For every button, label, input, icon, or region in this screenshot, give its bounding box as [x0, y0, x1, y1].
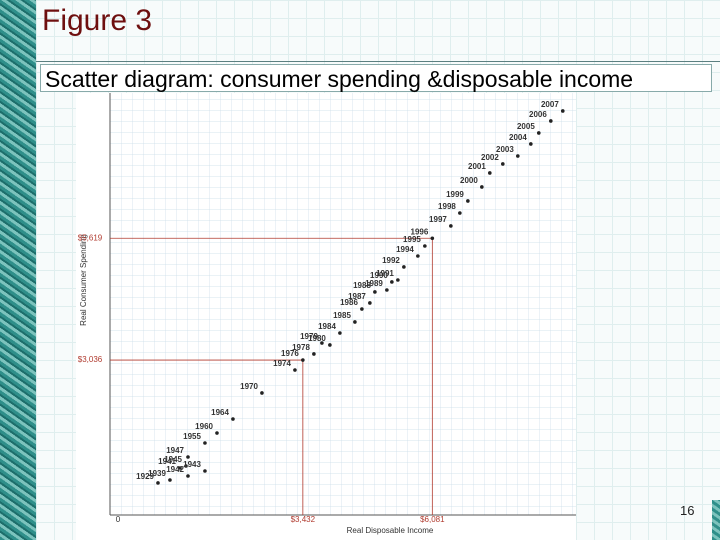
point	[203, 441, 207, 445]
y-axis-label: Real Consumer Spending	[79, 234, 88, 326]
point	[466, 199, 470, 203]
point-label: 1994	[396, 245, 414, 254]
point	[549, 119, 553, 123]
point	[178, 466, 182, 470]
point-label: 1942	[166, 465, 184, 474]
point	[231, 417, 235, 421]
point	[449, 224, 453, 228]
point-label: 1978	[292, 343, 310, 352]
origin-label: 0	[116, 515, 121, 524]
point	[416, 254, 420, 258]
slide-title: Figure 3	[42, 4, 153, 37]
point	[536, 131, 541, 135]
point	[293, 368, 297, 372]
point	[186, 455, 190, 459]
point-label: 1945	[164, 455, 182, 464]
point	[529, 142, 533, 146]
point	[458, 211, 462, 215]
point-label: 1955	[183, 432, 201, 441]
point	[168, 478, 172, 482]
point-label: 1970	[240, 382, 258, 391]
point	[402, 265, 406, 269]
point	[501, 162, 505, 166]
point-label: 2000	[460, 176, 478, 185]
point	[338, 331, 342, 335]
point-label: 2003	[496, 145, 514, 154]
point	[260, 391, 264, 395]
point	[373, 290, 377, 294]
reference-x-label: $6,081	[420, 515, 445, 524]
point	[215, 431, 219, 435]
point	[516, 154, 520, 158]
decor-strip	[712, 500, 720, 540]
point	[301, 358, 305, 362]
point	[396, 278, 400, 282]
point	[368, 301, 372, 305]
point-label: 1989	[365, 279, 383, 288]
point-label: 1988	[353, 281, 371, 290]
point-label: 1992	[382, 256, 400, 265]
point-label: 1990	[370, 271, 388, 280]
point-label: 1996	[411, 227, 429, 236]
slide-subtitle: Scatter diagram: consumer spending &disp…	[40, 64, 712, 92]
point-label: 1997	[429, 215, 447, 224]
point	[480, 185, 484, 189]
point-label: 1976	[281, 349, 299, 358]
point	[312, 352, 316, 356]
point-label: 1979	[300, 332, 318, 341]
x-axis-label: Real Disposable Income	[347, 526, 434, 535]
point	[186, 474, 190, 478]
point	[385, 288, 389, 292]
point	[360, 307, 364, 311]
reference-y-label: $3,036	[78, 355, 103, 364]
point-label: 1929	[136, 472, 154, 481]
point-label: 1960	[195, 422, 213, 431]
point	[203, 469, 207, 473]
point-label: 1964	[211, 408, 229, 417]
point-label: 1939	[148, 469, 166, 478]
point-label: 2001	[468, 162, 486, 171]
point-label: 1991	[376, 269, 394, 278]
point-label: 1941	[158, 457, 176, 466]
plot-grid	[110, 93, 576, 515]
point-label: 1947	[166, 446, 184, 455]
point-label: 1974	[273, 359, 291, 368]
reference-x-label: $3,432	[291, 515, 316, 524]
point	[353, 320, 357, 324]
point-label: 1986	[340, 298, 358, 307]
point-label: 2005	[517, 122, 535, 131]
point-label: 1987	[348, 292, 366, 301]
point	[320, 341, 324, 345]
point-label: 2007	[541, 100, 559, 109]
point-label: 1984	[318, 322, 336, 331]
point	[156, 481, 160, 485]
point	[430, 236, 435, 241]
decor-strip	[0, 0, 36, 540]
point	[390, 280, 394, 284]
point-label: 1943	[183, 460, 201, 469]
reference-y-label: $5,619	[78, 233, 103, 242]
point-label: 2002	[481, 153, 499, 162]
page-number: 16	[680, 503, 695, 518]
point-label: 1985	[333, 311, 351, 320]
point-label: 2004	[509, 133, 527, 142]
point	[328, 343, 332, 347]
point-label: 1980	[308, 334, 326, 343]
point	[560, 109, 565, 113]
title-rule	[36, 61, 720, 62]
point	[423, 244, 427, 248]
point-label: 1995	[403, 235, 421, 244]
point-label: 1998	[438, 202, 456, 211]
point	[488, 171, 492, 175]
point	[184, 464, 188, 468]
point-label: 2006	[529, 110, 547, 119]
point-label: 1999	[446, 190, 464, 199]
